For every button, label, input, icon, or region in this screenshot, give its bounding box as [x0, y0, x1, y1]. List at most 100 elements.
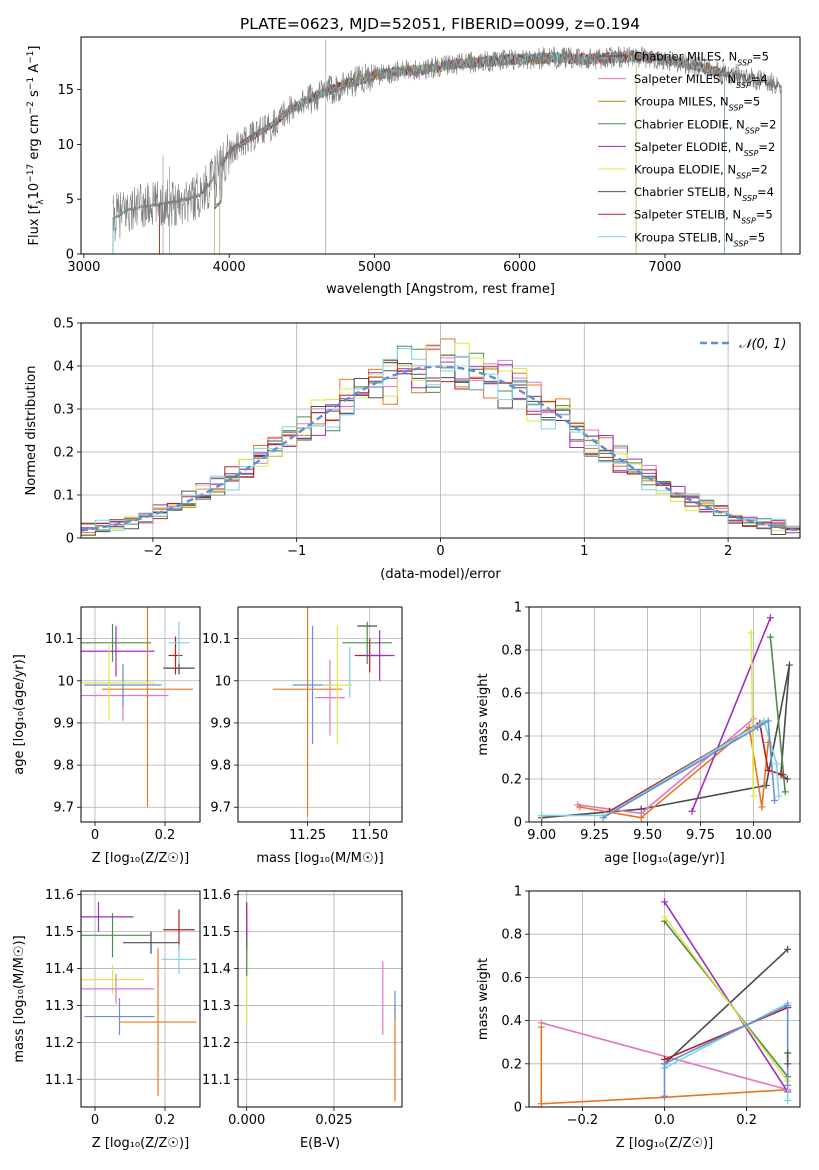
- y-axis-label: age [log₁₀(age/yr)]: [12, 654, 27, 775]
- error-bars: [81, 902, 197, 1096]
- weight-lines: [538, 614, 793, 822]
- axes-frame: [80, 36, 801, 255]
- weight-point-marker: [661, 898, 668, 906]
- y-tick-label: 9.7: [53, 801, 74, 816]
- x-tick-label: 0.2: [155, 828, 176, 843]
- legend-label: Salpeter MILES, NSSP=4: [634, 72, 768, 90]
- weight-point-marker: [537, 1019, 545, 1027]
- x-tick-label: −1: [287, 544, 306, 559]
- y-tick-label: 0.6: [501, 971, 522, 986]
- weight_vs_age-panel: 9.00 9.25 9.50 9.75 10.00 0 0.2 0.4 0.6 0.8 1 age […: [476, 601, 801, 866]
- weight-series-line: [663, 901, 789, 1093]
- legend-label: Chabrier MILES, NSSP=5: [634, 50, 769, 68]
- y-axis-label: mass weight: [476, 673, 491, 755]
- model-spectrum-line: [214, 50, 637, 254]
- weight-point-marker: [785, 661, 793, 669]
- y-tick-label: 11.4: [202, 962, 231, 977]
- y-tick-label: 0.6: [501, 687, 522, 702]
- weight-series-line: [664, 1006, 789, 1061]
- y-tick-label: 11.6: [202, 888, 231, 903]
- axes-frame: [528, 606, 801, 823]
- weight-point-marker: [661, 913, 668, 921]
- x-tick-label: 9.75: [686, 828, 715, 843]
- weight-series-line: [750, 632, 755, 797]
- age_vs_mass-panel: 11.25 11.50 9.7 9.8 9.9 10 10.1 mass [log₁₀(M/M…: [202, 606, 403, 866]
- weight-point-marker: [749, 715, 757, 723]
- y-tick-label: 10: [57, 138, 74, 153]
- weight-point-marker: [784, 1001, 792, 1009]
- y-tick-label: 10.1: [45, 632, 74, 647]
- model-spectrum-line: [112, 50, 725, 254]
- spectrum-panel: 3000 4000 5000 6000 7000 0 5 10 15 wavelength [An…: [26, 36, 801, 297]
- mass_vs_Z-panel: 0 0.2 11.1 11.2 11.3 11.4 11.5 11.6 Z [log₁₀(Z/Z…: [12, 888, 201, 1151]
- mass_vs_ebv-panel: 0.000 0.025 11.1 11.2 11.3 11.4 11.5 11.6 E(B-V): [202, 888, 403, 1151]
- axes-frame: [528, 890, 801, 1108]
- y-tick-label: 0.4: [501, 1014, 522, 1029]
- error-bars: [81, 607, 195, 808]
- weight-point-marker: [537, 1100, 545, 1107]
- x-axis-label: Z [log₁₀(Z/Z☉)]: [616, 1136, 713, 1151]
- weight-point-marker: [747, 629, 755, 637]
- figure-title: PLATE=0623, MJD=52051, FIBERID=0099, z=0…: [240, 15, 640, 33]
- x-axis-label: Z [log₁₀(Z/Z☉)]: [92, 851, 189, 866]
- data-spectrum-line: [112, 46, 782, 242]
- weight-point-marker: [766, 614, 774, 622]
- x-tick-label: 11.25: [289, 828, 326, 843]
- y-tick-label: 11.2: [45, 1036, 74, 1051]
- spectrum-legend: Chabrier MILES, NSSP=5 Salpeter MILES, NS…: [598, 50, 776, 248]
- legend-label: Kroupa STELIB, NSSP=5: [634, 230, 765, 248]
- x-axis-label: E(B-V): [300, 1136, 340, 1151]
- y-tick-label: 0.3: [53, 403, 74, 418]
- y-tick-label: 0: [514, 1101, 522, 1116]
- y-axis-label: mass [log₁₀(M/M☉)]: [12, 935, 27, 1062]
- x-tick-label: 0.2: [736, 1113, 757, 1128]
- y-tick-label: 11.1: [202, 1073, 231, 1088]
- axes-frame: [237, 606, 403, 823]
- weight-series-line: [602, 719, 776, 819]
- y-tick-label: 5: [66, 193, 74, 208]
- error-bars: [272, 607, 395, 816]
- model-spectrum-line: [112, 50, 725, 254]
- weight-lines: [537, 898, 792, 1107]
- y-tick-label: 0.4: [53, 360, 74, 375]
- weight-point-marker: [783, 775, 791, 783]
- weight-point-marker: [781, 788, 789, 796]
- y-tick-label: 11.2: [202, 1036, 231, 1051]
- weight-point-marker: [576, 803, 584, 811]
- x-tick-label: 2: [724, 544, 732, 559]
- legend-label: 𝒩(0, 1): [739, 337, 786, 352]
- weight-series-line: [769, 637, 786, 792]
- x-tick-label: −0.2: [567, 1113, 599, 1128]
- weight-series-line: [691, 617, 772, 812]
- y-axis-label: Flux [fλ10−17 erg cm−2 s−1 A−1]: [26, 46, 46, 246]
- weight-point-marker: [688, 807, 696, 815]
- weight-point-marker: [637, 814, 645, 822]
- x-tick-label: 3000: [67, 260, 100, 275]
- weight-point-marker: [784, 1097, 792, 1105]
- y-tick-label: 0.2: [501, 1057, 522, 1072]
- legend-label: Chabrier ELODIE, NSSP=2: [634, 117, 776, 135]
- x-tick-label: 5000: [358, 260, 391, 275]
- weight-point-marker: [773, 760, 781, 768]
- legend-label: Salpeter STELIB, NSSP=5: [634, 208, 773, 226]
- residuals-panel: −2 −1 0 1 2 0 0.1 0.2 0.3 0.4 0.5 (data-model)/erro…: [24, 317, 801, 582]
- weight-point-marker: [775, 792, 783, 800]
- legend-label: Salpeter ELODIE, NSSP=2: [634, 140, 775, 158]
- x-axis-label: Z [log₁₀(Z/Z☉)]: [92, 1136, 189, 1151]
- y-tick-label: 0.2: [501, 773, 522, 788]
- y-tick-label: 11.4: [45, 962, 74, 977]
- weight-point-marker: [784, 1081, 792, 1089]
- x-tick-label: −2: [143, 544, 162, 559]
- weight-point-marker: [758, 803, 766, 811]
- x-tick-label: 0.0: [654, 1113, 675, 1128]
- y-tick-label: 9.9: [53, 716, 74, 731]
- y-tick-label: 0.8: [501, 644, 522, 659]
- x-axis-label: age [log₁₀(age/yr)]: [604, 851, 725, 866]
- weight-series-line: [663, 948, 789, 1065]
- x-axis-label: wavelength [Angstrom, rest frame]: [326, 282, 555, 297]
- weight-point-marker: [538, 812, 546, 820]
- weight-point-marker: [749, 792, 757, 800]
- weight-point-marker: [784, 1049, 792, 1057]
- y-tick-label: 11.3: [202, 999, 231, 1014]
